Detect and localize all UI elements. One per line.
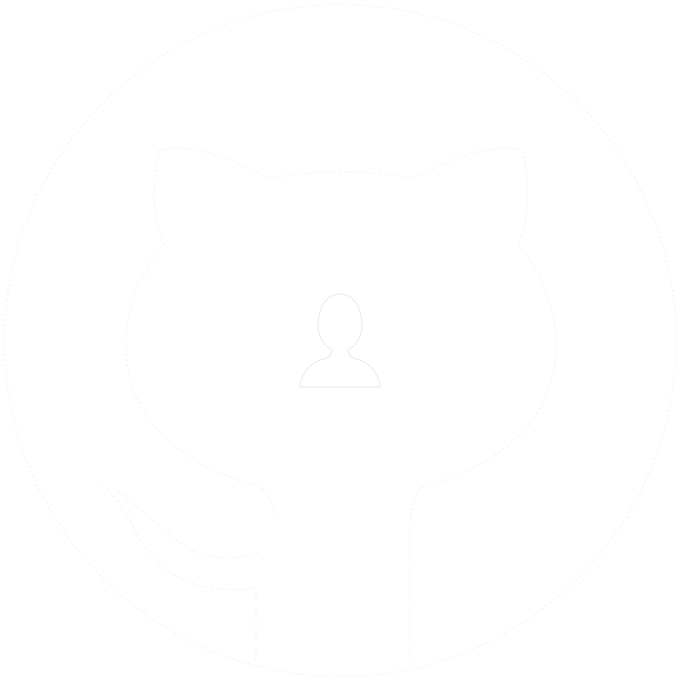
- octocat-tail-outline: [117, 491, 259, 559]
- logo-circle-outline: [3, 3, 678, 678]
- default-user-avatar-icon: [299, 293, 381, 388]
- avatar-body: [299, 293, 381, 388]
- octocat-silhouette-outline: [97, 147, 557, 660]
